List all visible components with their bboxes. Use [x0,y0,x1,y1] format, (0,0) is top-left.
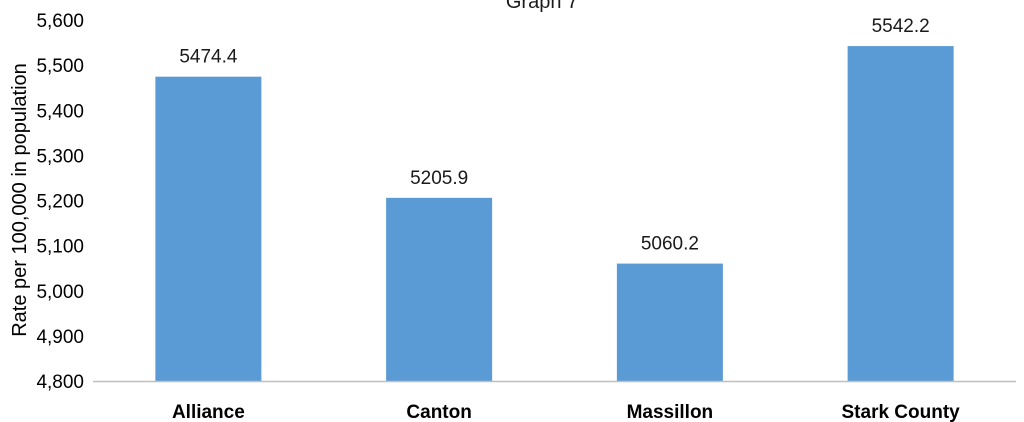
y-tick-label: 5,000 [36,282,84,303]
y-tick-label: 5,400 [36,101,84,122]
bar-alliance [155,76,262,381]
bar-massillon [616,263,723,381]
x-category-label: Canton [406,402,471,422]
y-axis-title: Rate per 100,000 in population [9,63,31,337]
chart-title: Graph 7 [506,0,578,13]
bar-canton [386,197,493,381]
bar-data-label: 5474.4 [179,47,238,68]
bar-data-label: 5060.2 [641,234,699,255]
y-tick-label: 4,800 [36,372,84,393]
bar-data-label: 5542.2 [872,16,930,37]
x-category-label: Alliance [172,402,245,422]
y-tick-label: 5,200 [36,192,84,213]
y-tick-label: 5,300 [36,146,84,167]
bar-stark-county [847,46,954,382]
y-tick-label: 4,900 [36,327,84,348]
y-tick-label: 5,500 [36,56,84,77]
y-tick-label: 5,100 [36,237,84,258]
x-axis-category-labels: Alliance Canton Massillon Stark County [172,402,960,422]
bars [155,46,954,382]
x-category-label: Massillon [627,402,714,422]
y-axis-ticks: 4,800 4,900 5,000 5,100 5,200 5,300 5,400 5,500… [36,11,84,393]
x-category-label: Stark County [842,402,961,422]
y-tick-label: 5,600 [36,11,84,32]
data-labels: 5474.4 5205.9 5060.2 5542.2 [179,16,929,255]
bar-data-label: 5205.9 [410,168,468,189]
